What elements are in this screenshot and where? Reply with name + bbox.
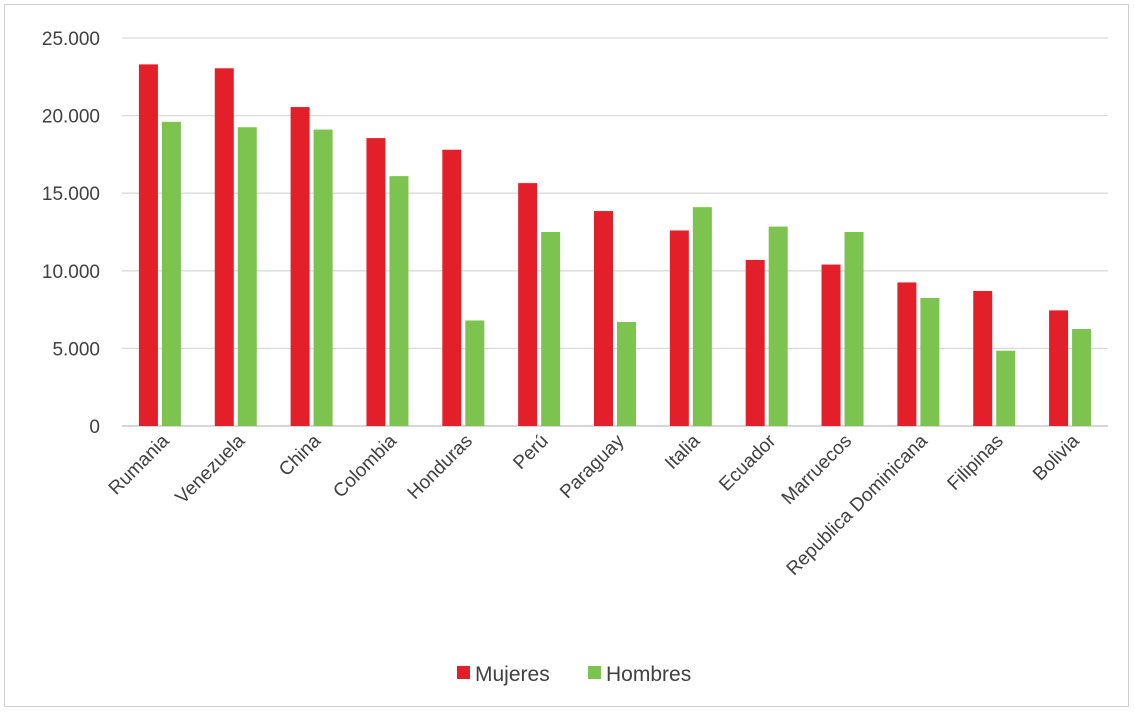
bar-mujeres-paraguay <box>594 211 613 426</box>
legend-item-mujeres: Mujeres <box>457 663 550 686</box>
legend-label-mujeres: Mujeres <box>475 663 550 686</box>
bar-mujeres-bolivia <box>1049 310 1069 426</box>
x-tick-label: Italia <box>661 430 705 474</box>
y-tick-label: 25.000 <box>42 29 100 50</box>
bar-mujeres-italia <box>669 230 689 426</box>
y-tick-label: 10.000 <box>42 262 100 283</box>
bar-mujeres-venezuela <box>214 68 234 426</box>
bar-mujeres-rumania <box>138 64 158 426</box>
chart-frame <box>4 4 1129 707</box>
x-tick-label: Colombia <box>329 430 401 502</box>
legend: Mujeres Hombres <box>457 663 691 686</box>
bars <box>138 64 1092 427</box>
bar-mujeres-republica-dominicana <box>897 282 917 426</box>
x-tick-label: Perú <box>509 431 552 474</box>
bar-mujeres-china <box>290 107 310 427</box>
y-tick-label: 5.000 <box>52 339 100 360</box>
bar-hombres-marruecos <box>844 232 864 426</box>
bar-hombres-venezuela <box>237 127 257 427</box>
bar-mujeres-ecuador <box>745 259 765 426</box>
x-tick-label: Bolivia <box>1029 430 1084 485</box>
x-tick-label: Filipinas <box>944 431 1008 495</box>
gridlines <box>122 37 1108 427</box>
bar-mujeres-filipinas <box>973 290 993 426</box>
y-tick-label: 0 <box>89 417 100 438</box>
y-tick-label: 20.000 <box>42 107 100 128</box>
bar-hombres-per- <box>541 232 561 426</box>
x-tick-label: Marruecos <box>778 431 856 509</box>
bar-hombres-republica-dominicana <box>920 297 940 426</box>
bar-hombres-paraguay <box>617 322 636 426</box>
x-tick-label: Republica Dominicana <box>783 430 933 580</box>
bar-hombres-colombia <box>389 176 409 426</box>
bar-mujeres-marruecos <box>821 264 841 426</box>
legend-label-hombres: Hombres <box>606 663 691 686</box>
x-tick-label: Honduras <box>404 431 477 504</box>
bar-mujeres-colombia <box>366 138 386 426</box>
bar-hombres-rumania <box>161 121 181 427</box>
bar-hombres-italia <box>692 207 712 426</box>
bar-hombres-china <box>313 129 333 426</box>
y-tick-label: 15.000 <box>42 184 100 205</box>
bar-mujeres-per- <box>518 183 538 426</box>
legend-swatch-mujeres <box>457 666 470 679</box>
x-tick-label: Paraguay <box>556 430 629 503</box>
bar-hombres-bolivia <box>1072 329 1092 426</box>
bar-hombres-ecuador <box>768 226 788 426</box>
bar-hombres-filipinas <box>996 350 1016 426</box>
x-tick-label: Ecuador <box>715 430 780 495</box>
bar-hombres-honduras <box>465 320 485 426</box>
x-tick-label: Rumania <box>105 430 174 499</box>
legend-swatch-hombres <box>588 666 601 679</box>
bar-mujeres-honduras <box>442 149 462 426</box>
x-tick-label: China <box>275 430 325 480</box>
legend-item-hombres: Hombres <box>588 663 691 686</box>
x-tick-label: Venezuela <box>172 430 250 508</box>
y-axis-tick-labels: 0 5.000 10.000 15.000 20.000 25.000 <box>42 29 100 438</box>
